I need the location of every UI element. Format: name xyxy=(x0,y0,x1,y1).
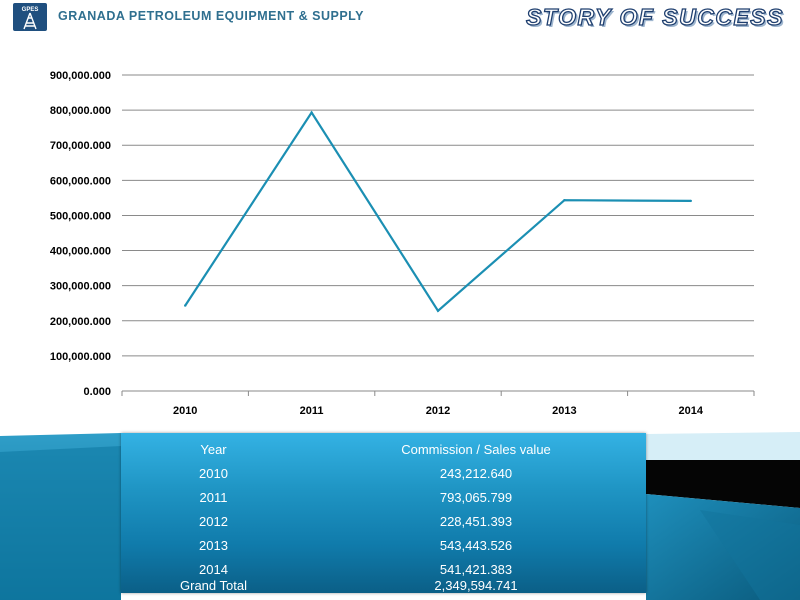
company-logo: GPES xyxy=(13,3,47,31)
series-line xyxy=(184,110,691,313)
line-chart: 0.000 100,000.000 200,000.000 300,000.000 40… xyxy=(50,70,755,417)
company-name: GRANADA PETROLEUM EQUIPMENT & SUPPLY xyxy=(58,9,364,23)
table-cell-value: 228,451.393 xyxy=(439,514,513,529)
table-header-row: Year Commission / Sales value xyxy=(121,442,646,464)
y-tick-label: 100,000.000 xyxy=(50,351,111,363)
y-tick-label: 0.000 xyxy=(83,386,111,398)
table-header-year: Year xyxy=(200,442,227,457)
table-cell-year: 2011 xyxy=(199,490,228,505)
y-tick-label: 400,000.000 xyxy=(50,246,111,258)
y-tick-label: 500,000.000 xyxy=(50,210,111,222)
data-point xyxy=(436,309,440,312)
data-point xyxy=(563,198,566,202)
x-tick-label: 2012 xyxy=(426,405,450,417)
table-cell-year: 2012 xyxy=(199,514,228,529)
x-tick-label: 2013 xyxy=(552,405,576,417)
table-cell-value: 543,443.526 xyxy=(439,538,513,553)
table-row: 2012 228,451.393 xyxy=(121,514,646,536)
y-tick-label: 300,000.000 xyxy=(50,281,111,293)
y-tick-label: 700,000.000 xyxy=(50,140,111,152)
data-point xyxy=(689,199,692,203)
logo-text: GPES xyxy=(22,7,39,13)
table-row: 2014 541,421.383 xyxy=(121,562,646,584)
table-total-value: 2,349,594.741 xyxy=(434,578,518,593)
table-total-row: Grand Total 2,349,594.741 xyxy=(121,578,646,600)
x-tick-label: 2011 xyxy=(300,405,324,417)
table-cell-value: 793,065.799 xyxy=(439,490,513,505)
x-axis: 2010 2011 2012 2013 2014 xyxy=(121,390,755,417)
table-row: 2010 243,212.640 xyxy=(121,466,646,488)
x-tick-label: 2014 xyxy=(679,405,704,417)
table-header-value: Commission / Sales value xyxy=(401,442,551,457)
y-tick-label: 200,000.000 xyxy=(50,316,111,328)
chart-gridlines xyxy=(122,74,754,357)
data-point xyxy=(310,111,313,114)
table-cell-value: 243,212.640 xyxy=(439,466,513,481)
slide-header: GPES GRANADA PETROLEUM EQUIPMENT & SUPPL… xyxy=(0,0,800,34)
table-total-label: Grand Total xyxy=(180,578,247,593)
y-tick-label: 800,000.000 xyxy=(50,105,111,117)
series-line-group xyxy=(184,110,692,313)
derrick-icon xyxy=(23,12,37,30)
table-cell-year: 2014 xyxy=(199,562,228,577)
table-row: 2011 793,065.799 xyxy=(121,490,646,512)
x-tick-label: 2010 xyxy=(173,405,197,417)
table-cell-year: 2010 xyxy=(199,466,228,481)
table-row: 2013 543,443.526 xyxy=(121,538,646,560)
data-table: Year Commission / Sales value 2010 243,2… xyxy=(121,433,646,593)
decorative-background xyxy=(0,432,800,600)
y-tick-label: 900,000.000 xyxy=(50,70,111,82)
y-tick-label: 600,000.000 xyxy=(50,175,111,187)
table-cell-year: 2013 xyxy=(199,538,228,553)
y-axis-ticks: 0.000 100,000.000 200,000.000 300,000.000 40… xyxy=(50,70,111,398)
slogan-title: STORY OF SUCCESS xyxy=(525,3,784,30)
data-point xyxy=(184,304,187,307)
table-cell-value: 541,421.383 xyxy=(439,562,513,577)
